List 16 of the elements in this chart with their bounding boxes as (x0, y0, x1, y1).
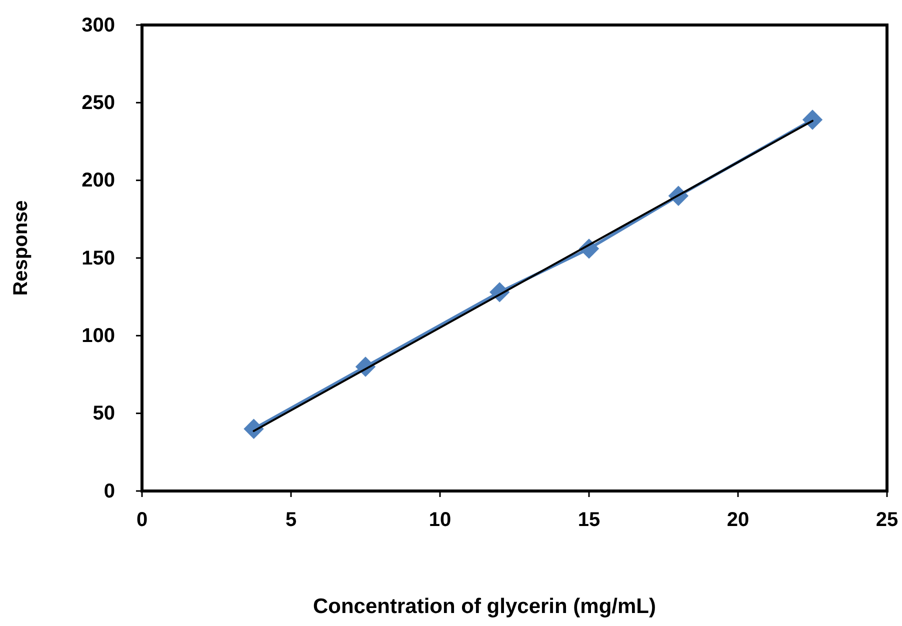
point (802, 110, 823, 130)
x-axis-title: Concentration of glycerin (mg/mL) (312, 595, 656, 618)
x-tick-label: 15 (578, 509, 600, 531)
y-tick-label: 150 (82, 247, 115, 270)
x-tick-label: 5 (285, 509, 297, 531)
x-tick-label: 20 (726, 509, 750, 531)
y-axis-title: Response (10, 200, 32, 296)
y-tick-label: 200 (82, 170, 115, 192)
y-tick-label: 300 (82, 14, 115, 36)
y-tick-label: 250 (82, 92, 115, 114)
x-tick-label: 0 (136, 509, 148, 531)
x-tick-label: 10 (428, 509, 452, 531)
y-tick-label: 0 (104, 480, 115, 502)
y-tick-label: 50 (92, 402, 115, 425)
x-tick-label: 25 (876, 509, 898, 531)
y-tick-label: 100 (82, 325, 115, 348)
